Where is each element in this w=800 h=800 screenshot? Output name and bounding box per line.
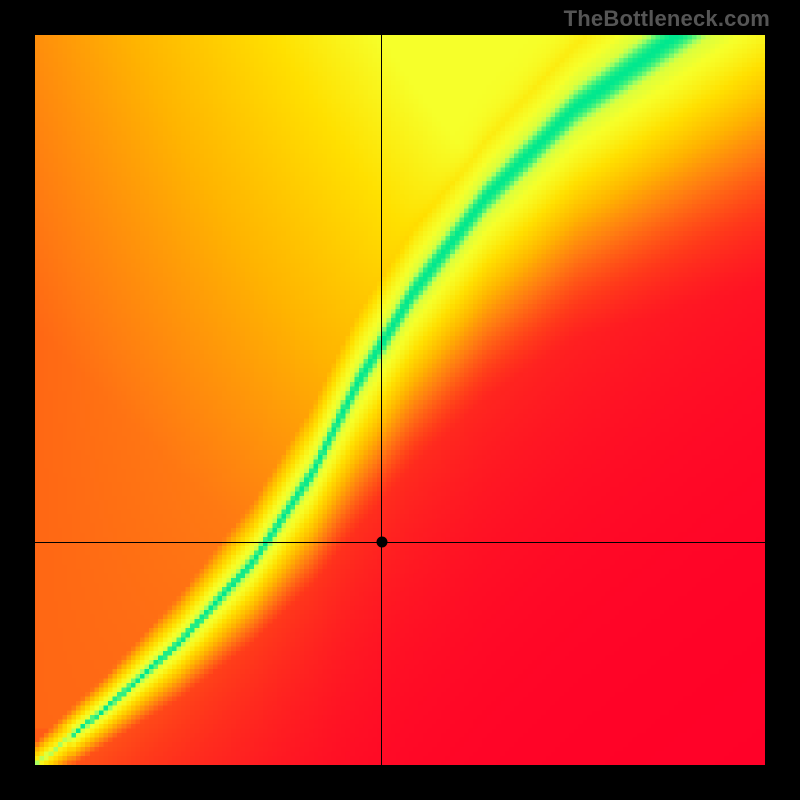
crosshair-vertical — [381, 35, 382, 765]
watermark-text: TheBottleneck.com — [564, 6, 770, 32]
heatmap-plot — [35, 35, 765, 765]
selection-marker — [376, 537, 387, 548]
crosshair-horizontal — [35, 542, 765, 543]
heatmap-canvas — [35, 35, 765, 765]
